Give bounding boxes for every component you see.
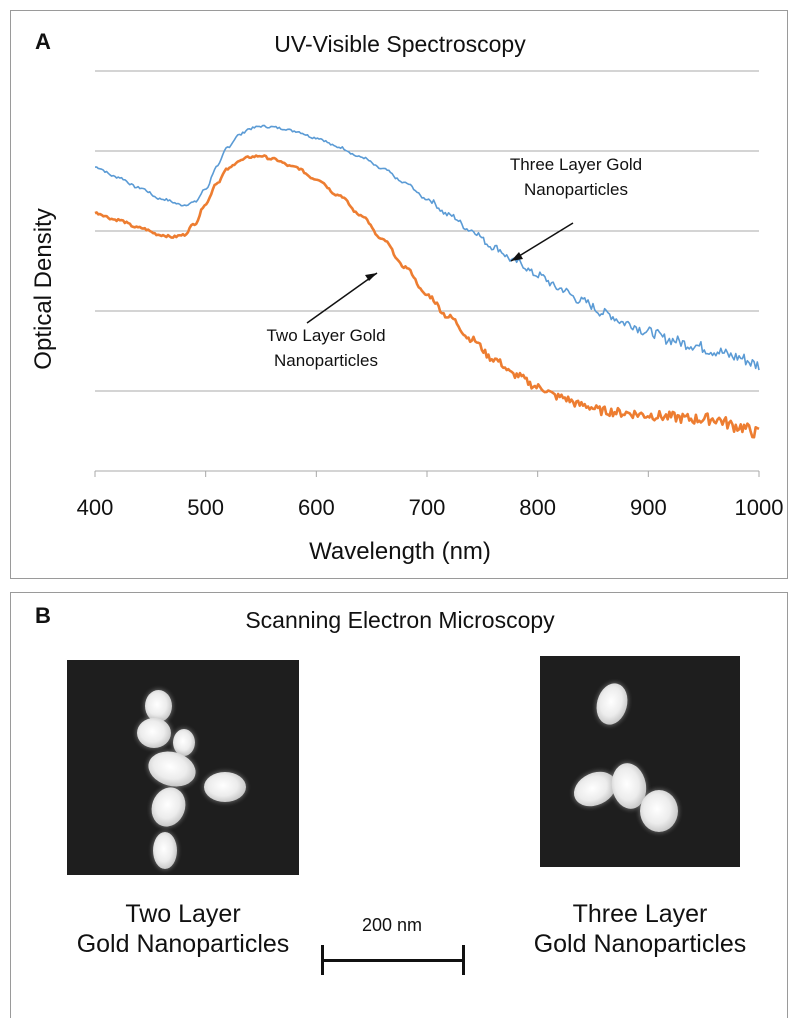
sem-image-three-layer [540,656,740,867]
scale-bar: 200 nm [317,915,467,975]
annotation-two-layer-arrow [306,272,378,324]
x-tick-label: 600 [298,495,335,520]
x-tick-label: 400 [77,495,114,520]
sem-label-three-layer-line2: Gold Nanoparticles [533,930,747,958]
scale-bar-right-tick [462,945,465,975]
nanoparticle [137,718,171,748]
x-axis-ticks [94,471,760,477]
x-tick-label: 900 [630,495,667,520]
sem-label-two-layer-line1: Two Layer [125,900,241,928]
annotation-two-layer-arrowhead [365,273,377,281]
x-tick-label: 500 [187,495,224,520]
sem-label-two-layer-line2: Gold Nanoparticles [76,930,290,958]
annotation-two-layer-line2: Nanoparticles [274,351,378,370]
sem-label-two-layer: Two Layer Gold Nanoparticles [47,899,319,959]
scale-bar-label: 200 nm [361,915,423,935]
panel-a: A UV-Visible Spectroscopy 400 500 600 700 80… [10,10,788,579]
x-tick-label: 1000 [735,495,784,520]
nanoparticle [145,690,172,722]
uv-vis-chart: 400 500 600 700 800 900 1000 Wavelength (nm) O… [30,70,784,565]
series-line-three-layer [94,124,760,371]
annotation-two-layer: Two Layer Gold Nanoparticles [266,272,386,370]
nanoparticle [592,679,632,729]
y-axis-title: Optical Density [30,208,57,369]
nanoparticle [146,782,191,832]
x-axis-tick-labels: 400 500 600 700 800 900 1000 [77,495,784,520]
x-axis-title: Wavelength (nm) [309,538,491,565]
annotation-three-layer-arrowhead [511,252,523,261]
nanoparticle [144,746,200,792]
series-line-two-layer [94,154,760,439]
scale-bar-left-tick [321,945,324,975]
nanoparticle [204,772,246,802]
gridlines [95,70,759,392]
sem-image-two-layer [67,660,299,875]
nanoparticle [173,729,195,756]
annotation-three-layer: Three Layer Gold Nanoparticles [510,155,642,262]
annotation-three-layer-line1: Three Layer Gold [510,155,642,174]
scale-bar-line [321,959,465,962]
sem-label-three-layer: Three Layer Gold Nanoparticles [509,899,771,959]
annotation-three-layer-line2: Nanoparticles [524,180,628,199]
x-tick-label: 800 [519,495,556,520]
annotation-two-layer-line1: Two Layer Gold [266,326,385,345]
panel-b-title: Scanning Electron Microscopy [245,607,555,633]
nanoparticle [640,790,678,832]
panel-b: B Scanning Electron Microscopy Two Layer… [10,592,788,1018]
panel-a-title: UV-Visible Spectroscopy [274,31,526,57]
annotation-three-layer-arrow [510,222,574,262]
nanoparticle [153,832,177,869]
panel-a-letter: A [35,29,51,54]
series-lines [94,124,760,439]
panel-b-letter: B [35,603,51,628]
x-tick-label: 700 [409,495,446,520]
sem-label-three-layer-line1: Three Layer [572,900,708,928]
